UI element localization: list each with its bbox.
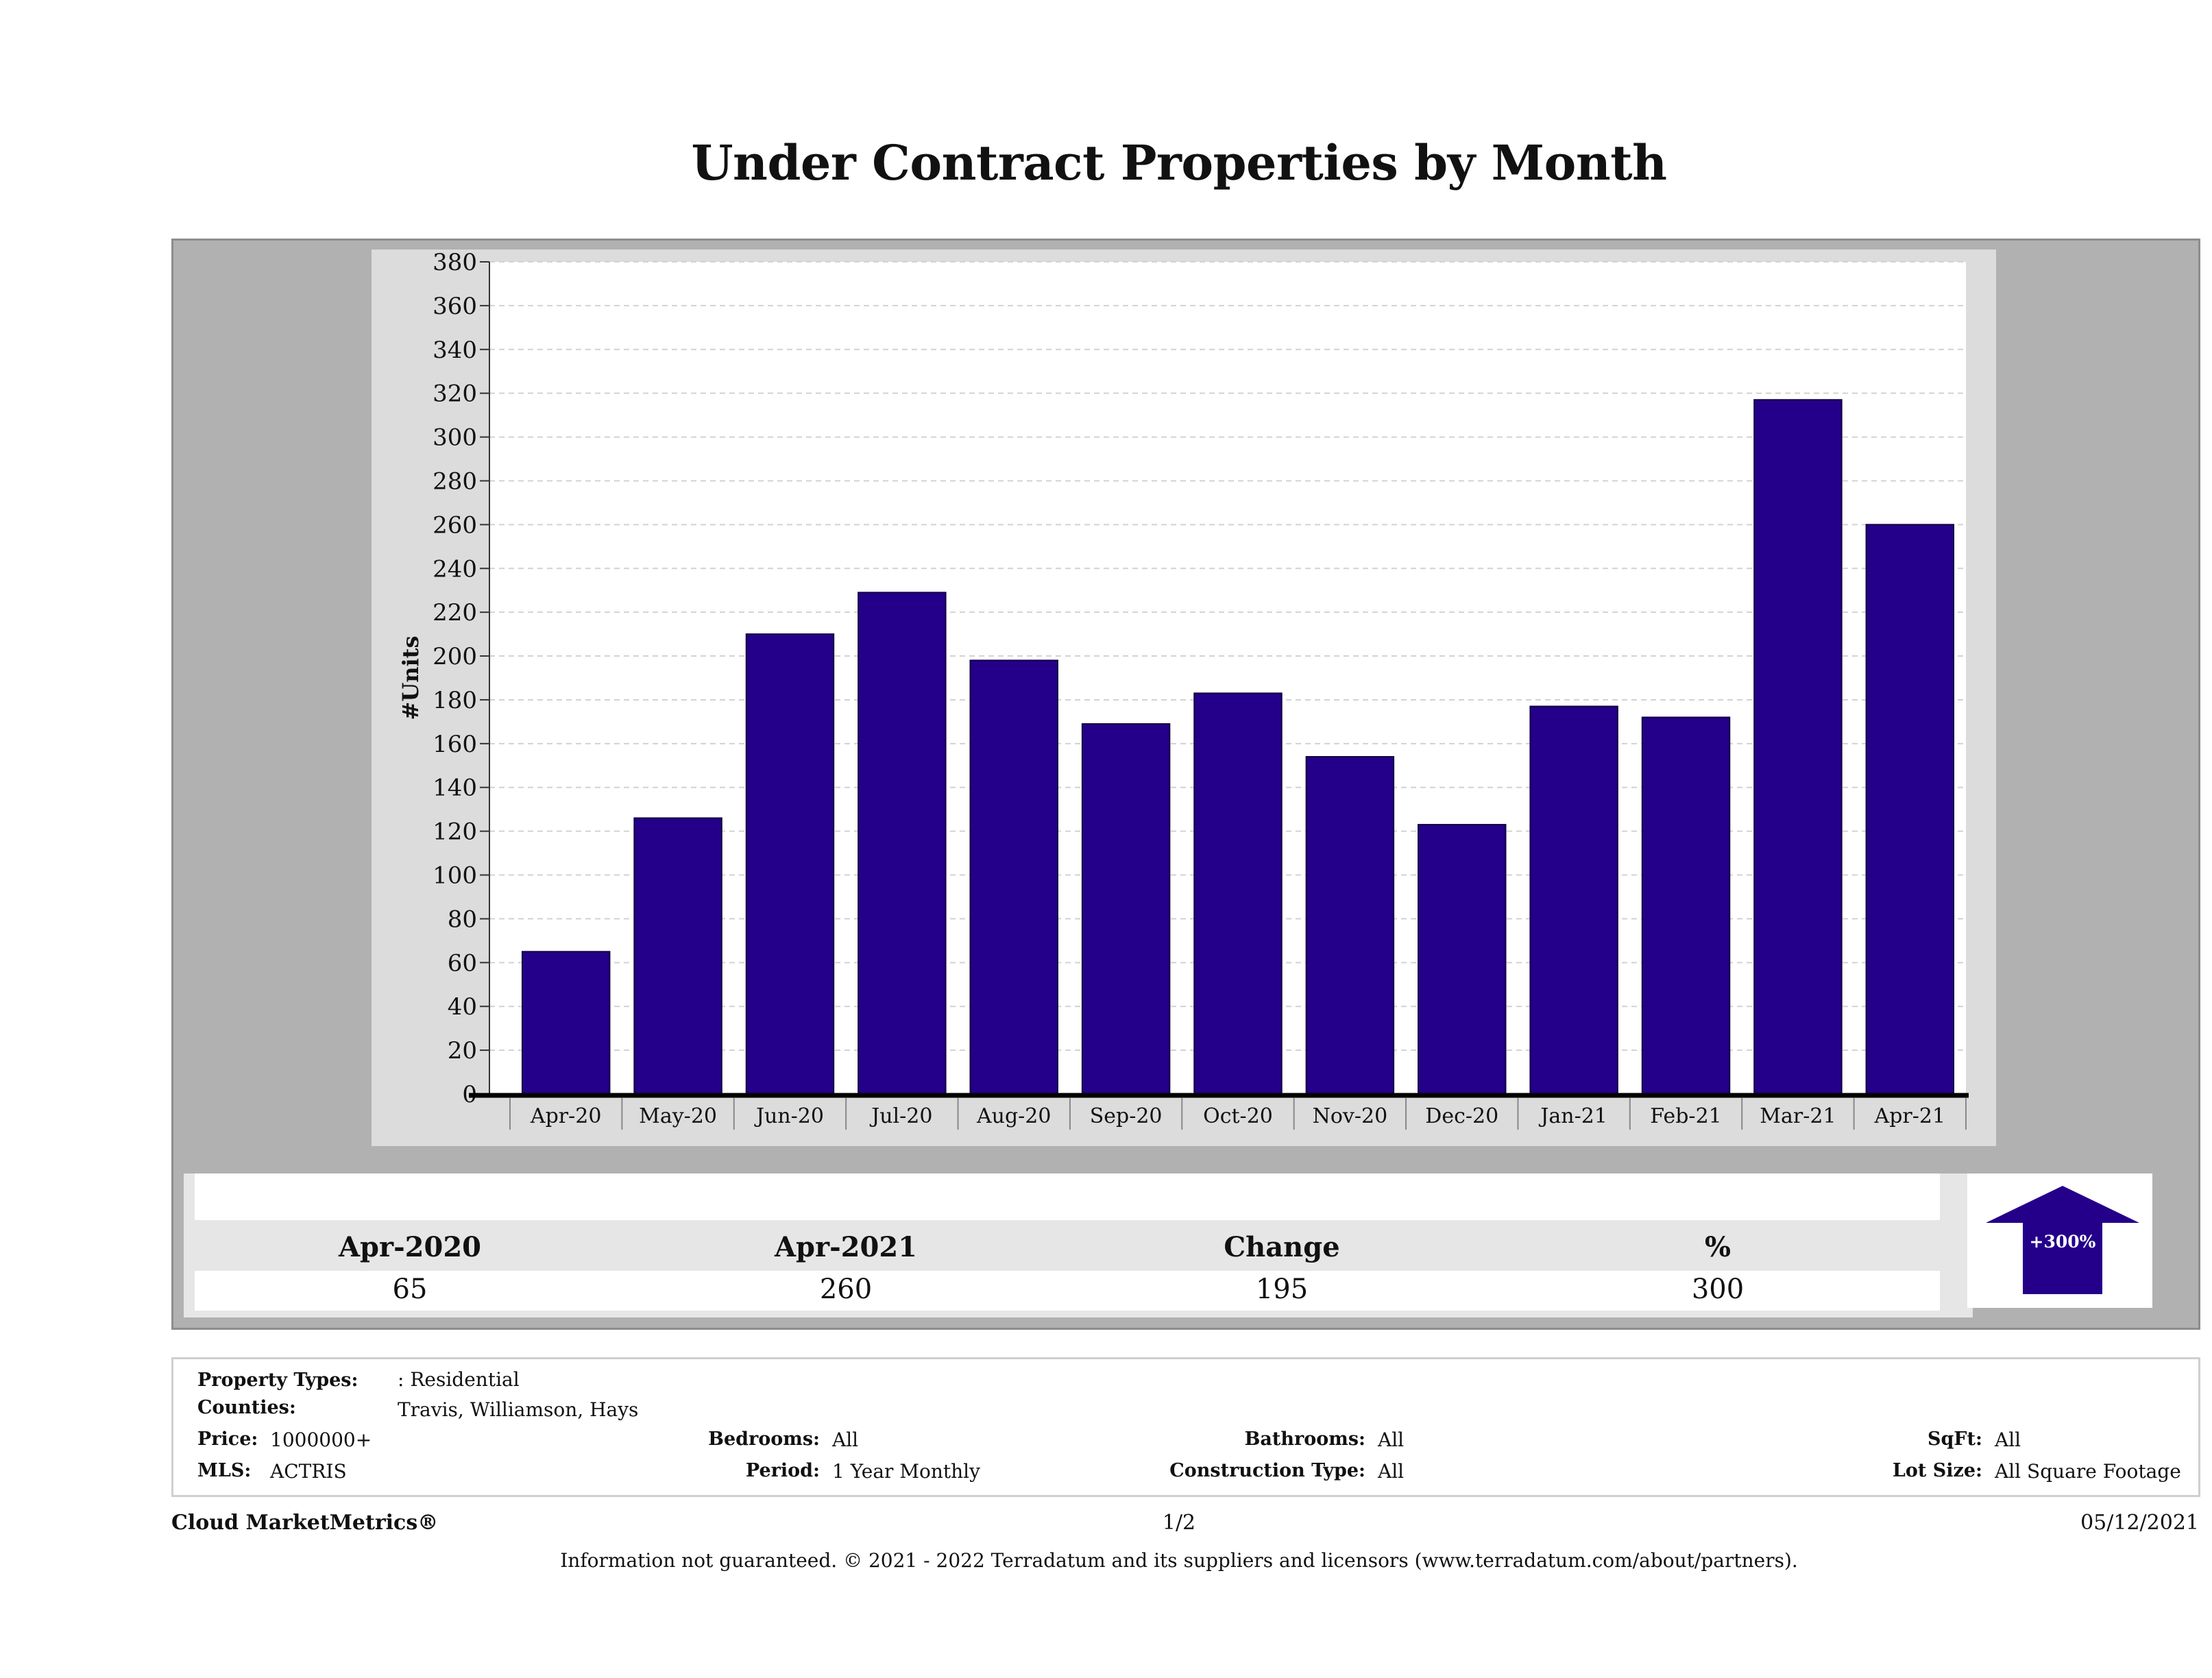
x-tick-label: Aug-20 — [976, 1104, 1052, 1128]
disclaimer: Information not guaranteed. © 2021 - 202… — [560, 1549, 1798, 1572]
y-tick-label: 280 — [433, 467, 477, 495]
bar — [1865, 524, 1955, 1095]
x-tick-label: Jan-21 — [1538, 1104, 1607, 1128]
bar — [1305, 756, 1395, 1095]
stat-value-start: 65 — [392, 1274, 428, 1305]
y-tick-label: 120 — [433, 818, 477, 846]
bar — [1529, 705, 1618, 1095]
x-tick-label: Oct-20 — [1203, 1104, 1273, 1128]
y-tick-label: 40 — [448, 993, 477, 1021]
mls-label: MLS: — [197, 1460, 252, 1481]
report-criteria — [171, 1357, 2200, 1497]
y-tick-label: 100 — [433, 862, 477, 890]
x-tick-label: Sep-20 — [1090, 1104, 1163, 1128]
x-tick-label: Dec-20 — [1425, 1104, 1498, 1128]
construction-type-value: All — [1378, 1460, 1405, 1483]
report-date: 05/12/2021 — [2080, 1511, 2199, 1535]
stat-value-percent: 300 — [1691, 1274, 1745, 1305]
counties-label: Counties: — [197, 1397, 296, 1418]
mls-value: ACTRIS — [270, 1460, 347, 1483]
bar — [633, 817, 722, 1095]
bar — [1418, 824, 1507, 1095]
stat-header-end: Apr-2021 — [774, 1231, 917, 1263]
x-tick-label: Jun-20 — [754, 1104, 824, 1128]
up-arrow-icon: +300% — [1986, 1186, 2139, 1294]
period-label: Period: — [745, 1460, 820, 1481]
y-tick-label: 80 — [448, 905, 477, 933]
stats-value-row — [195, 1271, 1940, 1311]
bedrooms-value: All — [832, 1428, 859, 1451]
bar — [858, 592, 947, 1095]
price-label: Price: — [197, 1428, 258, 1450]
y-tick-label: 180 — [433, 687, 477, 714]
bathrooms-value: All — [1378, 1428, 1405, 1451]
stat-header-change: Change — [1224, 1231, 1340, 1263]
change-indicator-label: +300% — [2030, 1232, 2096, 1252]
bathrooms-label: Bathrooms: — [1244, 1428, 1365, 1450]
y-tick-label: 380 — [433, 250, 477, 276]
y-tick-label: 140 — [433, 775, 477, 802]
y-tick-label: 320 — [433, 380, 477, 408]
y-tick-label: 300 — [433, 424, 477, 452]
period-value: 1 Year Monthly — [832, 1460, 980, 1483]
counties-value: Travis, Williamson, Hays — [398, 1398, 639, 1421]
y-tick-label: 260 — [433, 511, 477, 539]
stat-header-percent: % — [1704, 1231, 1731, 1263]
x-tick-label: Nov-20 — [1313, 1104, 1388, 1128]
sqft-label: SqFt: — [1928, 1428, 1982, 1450]
y-tick-label: 220 — [433, 599, 477, 627]
stat-value-change: 195 — [1255, 1274, 1309, 1305]
lot-size-label: Lot Size: — [1892, 1460, 1982, 1481]
x-tick-label: Mar-21 — [1760, 1104, 1836, 1128]
y-tick-label: 360 — [433, 293, 477, 320]
bar — [969, 659, 1058, 1095]
y-tick-label: 200 — [433, 643, 477, 670]
brand-name: Cloud MarketMetrics® — [171, 1511, 439, 1535]
page-number: 1/2 — [1162, 1511, 1196, 1535]
bar — [1753, 399, 1843, 1095]
stats-table: Apr-2020 Apr-2021 Change % 65 260 195 30… — [184, 1174, 1973, 1317]
x-tick-label: May-20 — [639, 1104, 717, 1128]
construction-type-label: Construction Type: — [1169, 1460, 1365, 1481]
bar-chart: 0204060801001201401601802002202402602803… — [398, 250, 1969, 1130]
y-tick-label: 340 — [433, 337, 477, 364]
stat-value-end: 260 — [819, 1274, 873, 1305]
bar — [1641, 716, 1731, 1095]
property-types-value: : Residential — [398, 1368, 520, 1391]
bar — [745, 633, 835, 1095]
stat-header-start: Apr-2020 — [338, 1231, 481, 1263]
stats-spacer-row — [195, 1174, 1940, 1220]
page-title: Under Contract Properties by Month — [691, 134, 1667, 191]
bar — [1081, 723, 1171, 1095]
price-value: 1000000+ — [270, 1428, 372, 1451]
x-tick-label: Apr-20 — [530, 1104, 602, 1128]
bedrooms-label: Bedrooms: — [708, 1428, 820, 1450]
property-types-label: Property Types: — [197, 1370, 358, 1391]
y-tick-label: 240 — [433, 555, 477, 583]
sqft-value: All — [1995, 1428, 2021, 1451]
y-tick-label: 160 — [433, 731, 477, 758]
lot-size-value: All Square Footage — [1995, 1460, 2181, 1483]
x-tick-label: Feb-21 — [1650, 1104, 1721, 1128]
bar — [1193, 692, 1283, 1095]
x-tick-label: Apr-21 — [1874, 1104, 1946, 1128]
y-tick-label: 20 — [448, 1037, 477, 1065]
bar — [521, 951, 611, 1095]
x-tick-label: Jul-20 — [869, 1104, 932, 1128]
y-tick-label: 60 — [448, 949, 477, 977]
y-axis-label: #Units — [398, 636, 424, 720]
